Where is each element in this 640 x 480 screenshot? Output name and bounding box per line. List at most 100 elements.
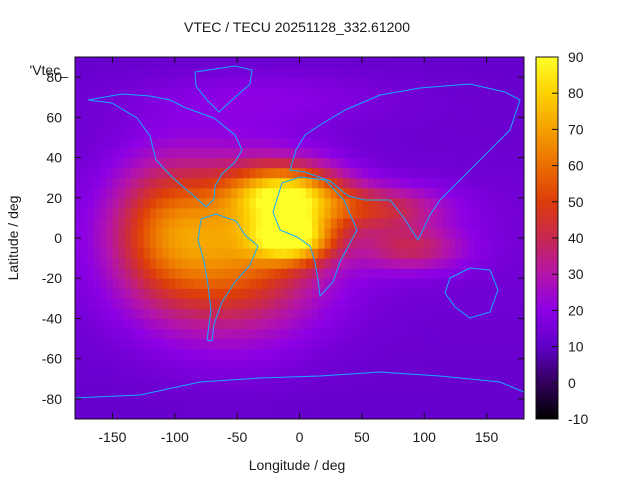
heatmap-cell [230,318,238,330]
heatmap-cell [174,97,182,108]
heatmap-cell [355,217,363,229]
heatmap-cell [474,127,481,139]
heatmap-cell [149,348,157,360]
heatmap-cell [112,167,120,179]
heatmap-cell [311,167,319,179]
coastline-africa [272,176,358,298]
heatmap-cell [124,398,132,410]
heatmap-cell [411,167,419,179]
heatmap-cell [93,217,101,229]
heatmap-cell [181,368,188,380]
heatmap-cell [461,338,469,350]
heatmap-cell [480,107,488,118]
heatmap-cell [311,137,319,149]
heatmap-cell [486,177,494,189]
heatmap-cell [249,117,257,128]
heatmap-cell [162,388,170,400]
heatmap-cell [474,67,481,78]
heatmap-cell [287,217,294,229]
x-tick-label: 100 [413,429,437,445]
heatmap-cell [343,107,350,118]
heatmap-cell [99,378,107,390]
heatmap-cell [386,258,394,269]
heatmap-cell [386,77,394,88]
heatmap-cell [442,268,450,279]
heatmap-cell [124,238,132,249]
heatmap-cell [243,77,251,88]
heatmap-cell [280,57,288,68]
heatmap-cell [436,67,444,78]
heatmap-cell [255,278,263,289]
heatmap-cell [299,127,307,139]
heatmap-cell [124,338,132,350]
heatmap-cell [324,207,332,219]
heatmap-cell [436,207,444,219]
heatmap-cell [87,217,95,229]
heatmap-cell [243,248,251,259]
heatmap-cell [162,288,170,299]
heatmap-cell [162,358,170,370]
heatmap-cell [386,107,394,118]
heatmap-cell [293,358,301,370]
heatmap-cell [112,408,120,419]
heatmap-cell [268,67,276,78]
heatmap-cell [212,137,220,149]
heatmap-cell [330,278,338,289]
heatmap-cell [318,157,326,169]
heatmap-cell [374,248,382,259]
heatmap-cell [274,278,282,289]
heatmap-cell [386,97,394,108]
heatmap-cell [386,338,394,350]
heatmap-cell [274,67,282,78]
heatmap-cell [162,258,170,269]
heatmap-cell [499,207,506,219]
heatmap-cell [224,157,232,169]
heatmap-cell [268,197,276,209]
heatmap-cell [499,77,506,88]
heatmap-cell [405,338,413,350]
heatmap-cell [187,308,195,320]
heatmap-cell [486,378,494,390]
heatmap-cell [386,227,394,239]
heatmap-cell [131,187,138,199]
heatmap-cell [299,288,307,299]
heatmap-cell [461,207,469,219]
heatmap-cell [212,117,220,128]
heatmap-cell [224,288,232,299]
heatmap-cell [199,398,207,410]
heatmap-cell [461,127,469,139]
heatmap-cell [430,77,438,88]
heatmap-cell [274,117,282,128]
heatmap-cell [305,308,313,320]
heatmap-cell [293,378,301,390]
heatmap-cell [93,127,101,139]
heatmap-cell [386,358,394,370]
heatmap-cell [118,238,126,249]
heatmap-cell [224,298,232,309]
heatmap-cell [87,97,95,108]
heatmap-cell [268,278,276,289]
heatmap-cell [230,107,238,118]
heatmap-cell [224,278,232,289]
heatmap-cell [318,238,326,249]
heatmap-cell [249,328,257,340]
heatmap-cell [99,258,107,269]
heatmap-cell [93,358,101,370]
heatmap-cell [174,258,182,269]
heatmap-cell [143,57,151,68]
heatmap-cell [262,117,269,128]
heatmap-cell [386,398,394,410]
heatmap-cell [143,167,151,179]
heatmap-cell [174,378,182,390]
heatmap-cell [417,288,425,299]
heatmap-cell [199,167,207,179]
heatmap-cell [131,177,138,189]
heatmap-cell [417,398,425,410]
heatmap-cell [368,117,375,128]
heatmap-cell [218,137,226,149]
heatmap-cell [486,408,494,419]
heatmap-cell [405,107,413,118]
heatmap-cell [361,388,369,400]
heatmap-cell [118,338,126,350]
heatmap-cell [75,308,82,320]
